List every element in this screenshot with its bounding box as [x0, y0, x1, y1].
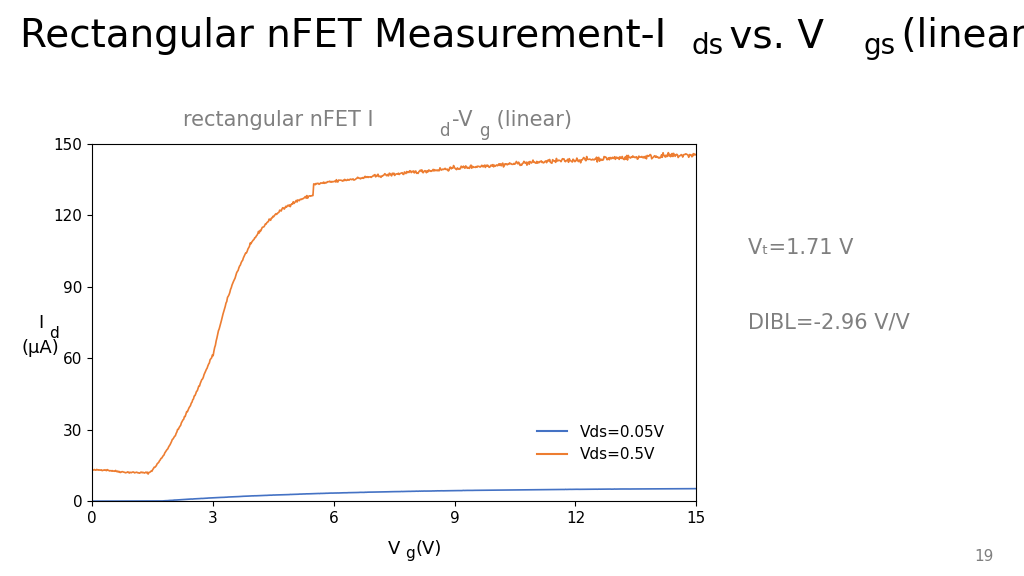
Vds=0.05V	[545, 486, 557, 493]
Text: 19: 19	[974, 550, 993, 564]
Text: vs. V: vs. V	[717, 17, 823, 55]
Text: Vₜ=1.71 V: Vₜ=1.71 V	[748, 238, 853, 257]
Text: I: I	[38, 313, 43, 332]
Text: ds: ds	[691, 32, 723, 60]
Vds=0.05V	[472, 487, 484, 494]
Vds=0.05V	[437, 487, 450, 494]
Text: g: g	[406, 546, 415, 561]
Vds=0.5V	[454, 165, 466, 172]
Text: g: g	[479, 123, 489, 141]
Text: V: V	[388, 540, 400, 558]
Text: (μA): (μA)	[22, 339, 59, 357]
Text: (linear scale): (linear scale)	[889, 17, 1024, 55]
Vds=0.05V	[93, 498, 105, 505]
Vds=0.05V	[607, 486, 620, 492]
Line: Vds=0.05V: Vds=0.05V	[92, 488, 696, 501]
Vds=0.5V	[545, 160, 557, 166]
Vds=0.5V	[142, 471, 155, 478]
Text: (linear): (linear)	[489, 109, 571, 130]
Text: gs: gs	[863, 32, 895, 60]
Text: d: d	[49, 326, 58, 341]
Legend: Vds=0.05V, Vds=0.5V: Vds=0.05V, Vds=0.5V	[530, 419, 671, 468]
Text: (V): (V)	[416, 540, 442, 558]
Text: Rectangular nFET Measurement-I: Rectangular nFET Measurement-I	[20, 17, 667, 55]
Vds=0.5V	[663, 149, 675, 156]
Vds=0.5V	[607, 154, 620, 161]
Line: Vds=0.5V: Vds=0.5V	[92, 153, 696, 474]
Vds=0.5V	[437, 166, 450, 173]
Text: DIBL=-2.96 V/V: DIBL=-2.96 V/V	[748, 313, 909, 332]
Vds=0.05V	[454, 487, 466, 494]
Vds=0.05V	[690, 485, 702, 492]
Text: -V: -V	[452, 109, 472, 130]
Vds=0.5V	[86, 467, 98, 473]
Vds=0.5V	[123, 469, 135, 476]
Vds=0.5V	[472, 162, 484, 169]
Text: d: d	[439, 123, 451, 141]
Vds=0.05V	[86, 498, 98, 505]
Vds=0.05V	[689, 485, 701, 492]
Vds=0.5V	[690, 151, 702, 158]
Text: rectangular nFET I: rectangular nFET I	[182, 109, 374, 130]
Vds=0.05V	[124, 498, 136, 505]
